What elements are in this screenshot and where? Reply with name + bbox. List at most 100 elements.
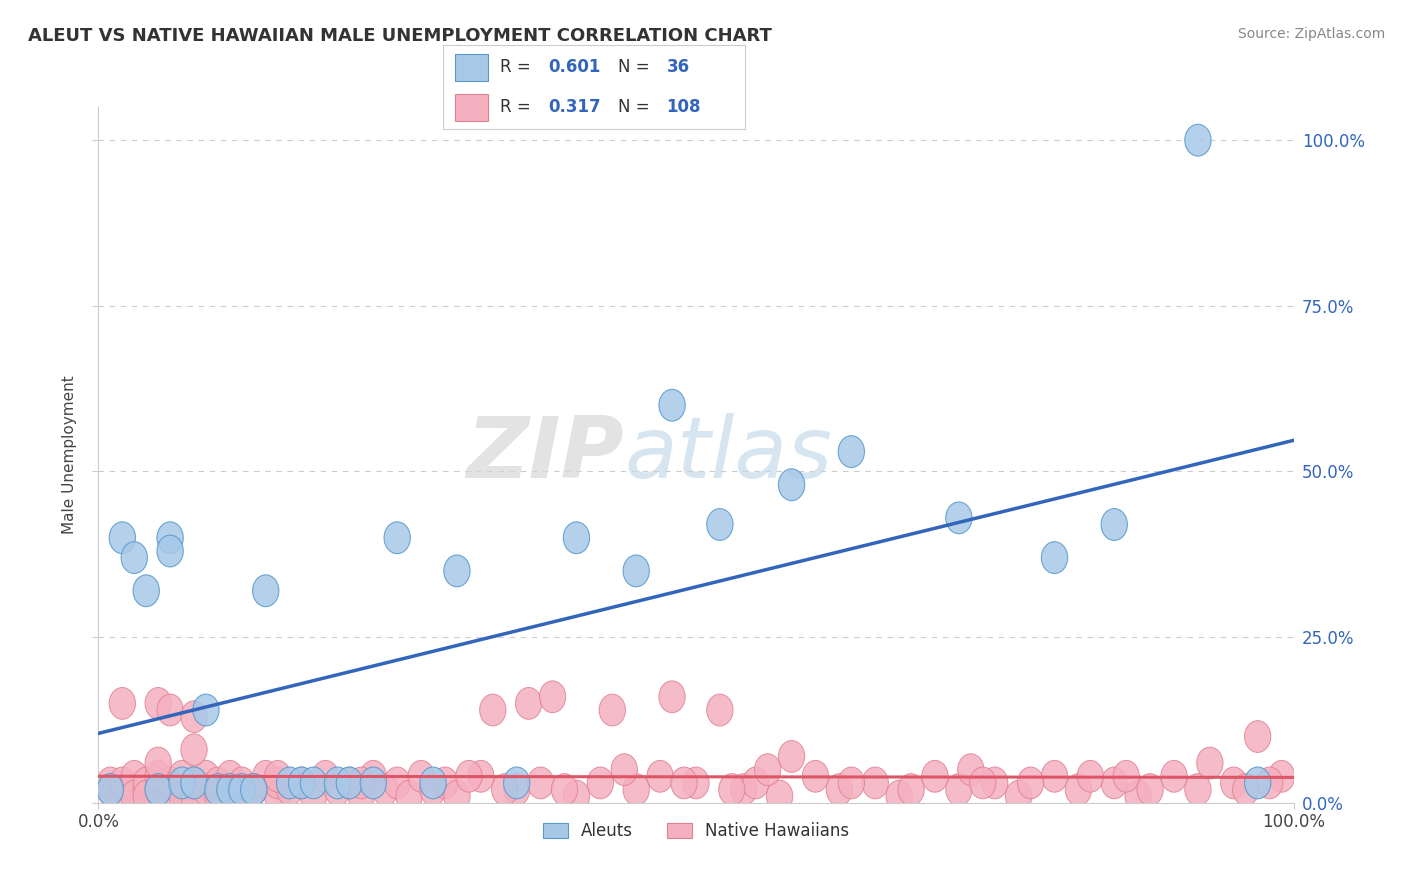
Text: Source: ZipAtlas.com: Source: ZipAtlas.com: [1237, 27, 1385, 41]
Ellipse shape: [516, 688, 541, 719]
Ellipse shape: [193, 694, 219, 726]
Ellipse shape: [169, 773, 195, 805]
Ellipse shape: [121, 780, 148, 812]
Ellipse shape: [205, 767, 231, 799]
Ellipse shape: [110, 767, 135, 799]
Ellipse shape: [886, 780, 912, 812]
Ellipse shape: [145, 688, 172, 719]
Text: 36: 36: [666, 59, 690, 77]
Ellipse shape: [862, 767, 889, 799]
Ellipse shape: [264, 767, 291, 799]
Ellipse shape: [408, 760, 434, 792]
Ellipse shape: [134, 767, 159, 799]
Ellipse shape: [683, 767, 709, 799]
Ellipse shape: [1244, 721, 1271, 753]
Ellipse shape: [181, 780, 207, 812]
Ellipse shape: [838, 767, 865, 799]
Ellipse shape: [169, 780, 195, 812]
Ellipse shape: [181, 767, 207, 799]
Ellipse shape: [612, 754, 637, 786]
Ellipse shape: [384, 522, 411, 554]
Ellipse shape: [384, 767, 411, 799]
Ellipse shape: [1257, 767, 1282, 799]
Ellipse shape: [647, 760, 673, 792]
Ellipse shape: [420, 767, 446, 799]
Ellipse shape: [707, 694, 733, 726]
Ellipse shape: [1185, 773, 1211, 805]
Ellipse shape: [253, 760, 278, 792]
Legend: Aleuts, Native Hawaiians: Aleuts, Native Hawaiians: [536, 815, 856, 847]
Text: 0.601: 0.601: [548, 59, 602, 77]
Ellipse shape: [803, 760, 828, 792]
Ellipse shape: [540, 681, 565, 713]
Ellipse shape: [479, 694, 506, 726]
Ellipse shape: [1125, 780, 1152, 812]
Ellipse shape: [181, 734, 207, 765]
Text: R =: R =: [501, 59, 536, 77]
Ellipse shape: [970, 767, 995, 799]
Ellipse shape: [779, 740, 804, 772]
Ellipse shape: [157, 780, 183, 812]
Ellipse shape: [134, 773, 159, 805]
Ellipse shape: [527, 767, 554, 799]
Ellipse shape: [373, 773, 398, 805]
Ellipse shape: [157, 694, 183, 726]
Ellipse shape: [1077, 760, 1104, 792]
Ellipse shape: [1114, 760, 1139, 792]
Ellipse shape: [671, 767, 697, 799]
Ellipse shape: [217, 773, 243, 805]
Ellipse shape: [444, 780, 470, 812]
Ellipse shape: [169, 767, 195, 799]
FancyBboxPatch shape: [456, 54, 488, 81]
Ellipse shape: [1185, 124, 1211, 156]
Ellipse shape: [229, 767, 254, 799]
Ellipse shape: [946, 502, 972, 533]
Ellipse shape: [957, 754, 984, 786]
Ellipse shape: [301, 767, 326, 799]
Text: 108: 108: [666, 98, 702, 116]
Ellipse shape: [264, 780, 291, 812]
Ellipse shape: [240, 773, 267, 805]
Ellipse shape: [229, 773, 254, 805]
Ellipse shape: [336, 767, 363, 799]
Ellipse shape: [492, 773, 517, 805]
Text: 0.317: 0.317: [548, 98, 602, 116]
Ellipse shape: [217, 773, 243, 805]
Ellipse shape: [623, 555, 650, 587]
Ellipse shape: [623, 773, 650, 805]
Ellipse shape: [205, 780, 231, 812]
Ellipse shape: [420, 773, 446, 805]
Ellipse shape: [659, 681, 685, 713]
Ellipse shape: [157, 535, 183, 567]
Ellipse shape: [110, 780, 135, 812]
Ellipse shape: [145, 773, 172, 805]
Ellipse shape: [193, 773, 219, 805]
Ellipse shape: [1066, 773, 1091, 805]
Ellipse shape: [157, 767, 183, 799]
Text: N =: N =: [619, 98, 655, 116]
Ellipse shape: [564, 780, 589, 812]
Ellipse shape: [564, 522, 589, 554]
FancyBboxPatch shape: [456, 94, 488, 120]
Ellipse shape: [157, 522, 183, 554]
Ellipse shape: [145, 773, 172, 805]
Ellipse shape: [240, 773, 267, 805]
Ellipse shape: [181, 767, 207, 799]
Ellipse shape: [766, 780, 793, 812]
Ellipse shape: [707, 508, 733, 541]
Ellipse shape: [301, 780, 326, 812]
Ellipse shape: [1233, 773, 1258, 805]
Ellipse shape: [551, 773, 578, 805]
Ellipse shape: [742, 767, 769, 799]
Y-axis label: Male Unemployment: Male Unemployment: [62, 376, 77, 534]
Ellipse shape: [1137, 773, 1163, 805]
Ellipse shape: [1042, 541, 1067, 574]
Ellipse shape: [97, 773, 124, 805]
Ellipse shape: [264, 760, 291, 792]
Ellipse shape: [981, 767, 1008, 799]
Ellipse shape: [121, 773, 148, 805]
Ellipse shape: [718, 773, 745, 805]
Ellipse shape: [277, 773, 302, 805]
Ellipse shape: [503, 773, 530, 805]
Ellipse shape: [205, 773, 231, 805]
